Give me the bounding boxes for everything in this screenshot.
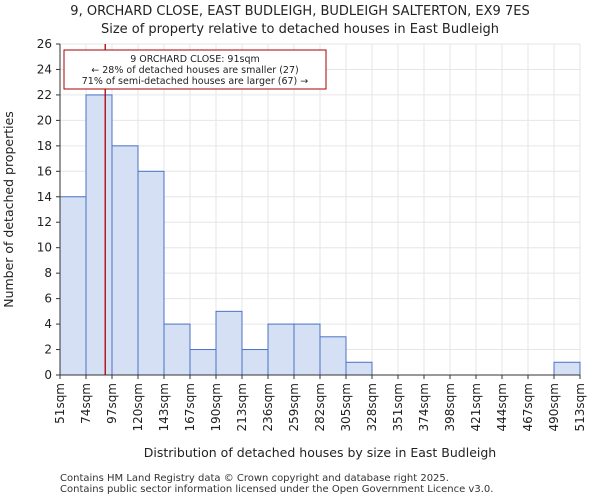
y-tick-label: 6 <box>44 292 52 306</box>
x-tick-label: 351sqm <box>391 383 405 431</box>
histogram-bar <box>241 349 269 376</box>
x-tick-label: 51sqm <box>53 383 67 424</box>
x-tick-label: 143sqm <box>157 383 171 431</box>
chart-subtitle: Size of property relative to detached ho… <box>100 22 500 37</box>
y-axis-label: Number of detached properties <box>1 111 16 308</box>
histogram-bar <box>345 361 373 376</box>
y-tick-label: 8 <box>44 266 52 280</box>
x-tick-label: 513sqm <box>573 383 587 431</box>
y-tick-label: 24 <box>37 62 52 76</box>
x-tick-label: 213sqm <box>235 383 249 431</box>
footer-line-1: Contains HM Land Registry data © Crown c… <box>60 473 449 484</box>
y-tick-label: 22 <box>37 88 52 102</box>
chart-title: 9, ORCHARD CLOSE, EAST BUDLEIGH, BUDLEIG… <box>70 4 530 19</box>
x-tick-label: 74sqm <box>79 383 93 424</box>
x-tick-label: 97sqm <box>105 383 119 424</box>
annotation-line: 71% of semi-detached houses are larger (… <box>82 76 309 87</box>
y-tick-label: 12 <box>37 215 52 229</box>
x-tick-label: 467sqm <box>521 383 535 431</box>
y-tick-label: 16 <box>37 164 52 178</box>
x-axis-label: Distribution of detached houses by size … <box>144 445 496 460</box>
x-tick-label: 120sqm <box>131 383 145 431</box>
y-tick-label: 4 <box>44 317 52 331</box>
histogram-bar <box>137 170 165 376</box>
histogram-bar <box>293 323 321 376</box>
x-tick-label: 490sqm <box>547 383 561 431</box>
x-tick-label: 190sqm <box>209 383 223 431</box>
y-tick-label: 14 <box>37 190 52 204</box>
histogram-bar <box>553 361 581 376</box>
x-tick-label: 374sqm <box>417 383 431 431</box>
histogram-bar <box>163 323 191 376</box>
histogram-bar <box>189 349 217 376</box>
x-tick-label: 444sqm <box>495 383 509 431</box>
y-tick-label: 2 <box>44 343 52 357</box>
x-tick-label: 398sqm <box>443 383 457 431</box>
y-tick-label: 20 <box>37 113 52 127</box>
histogram-bar <box>59 196 87 376</box>
annotation-line: ← 28% of detached houses are smaller (27… <box>91 65 298 76</box>
x-tick-label: 282sqm <box>313 383 327 431</box>
y-tick-label: 0 <box>44 368 52 382</box>
histogram-bar <box>85 94 113 376</box>
x-tick-label: 421sqm <box>469 383 483 431</box>
y-tick-label: 10 <box>37 241 52 255</box>
y-tick-label: 26 <box>37 37 52 51</box>
x-tick-label: 236sqm <box>261 383 275 431</box>
x-tick-label: 328sqm <box>365 383 379 431</box>
footer-line-2: Contains public sector information licen… <box>60 484 494 495</box>
histogram-bar <box>111 145 139 376</box>
annotation-box <box>63 49 327 90</box>
histogram-bar <box>215 310 243 376</box>
x-tick-label: 305sqm <box>339 383 353 431</box>
x-tick-label: 167sqm <box>183 383 197 431</box>
histogram-bar <box>267 323 295 376</box>
y-tick-label: 18 <box>37 139 52 153</box>
annotation-line: 9 ORCHARD CLOSE: 91sqm <box>130 54 260 65</box>
x-tick-label: 259sqm <box>287 383 301 431</box>
histogram-bar <box>319 336 347 376</box>
